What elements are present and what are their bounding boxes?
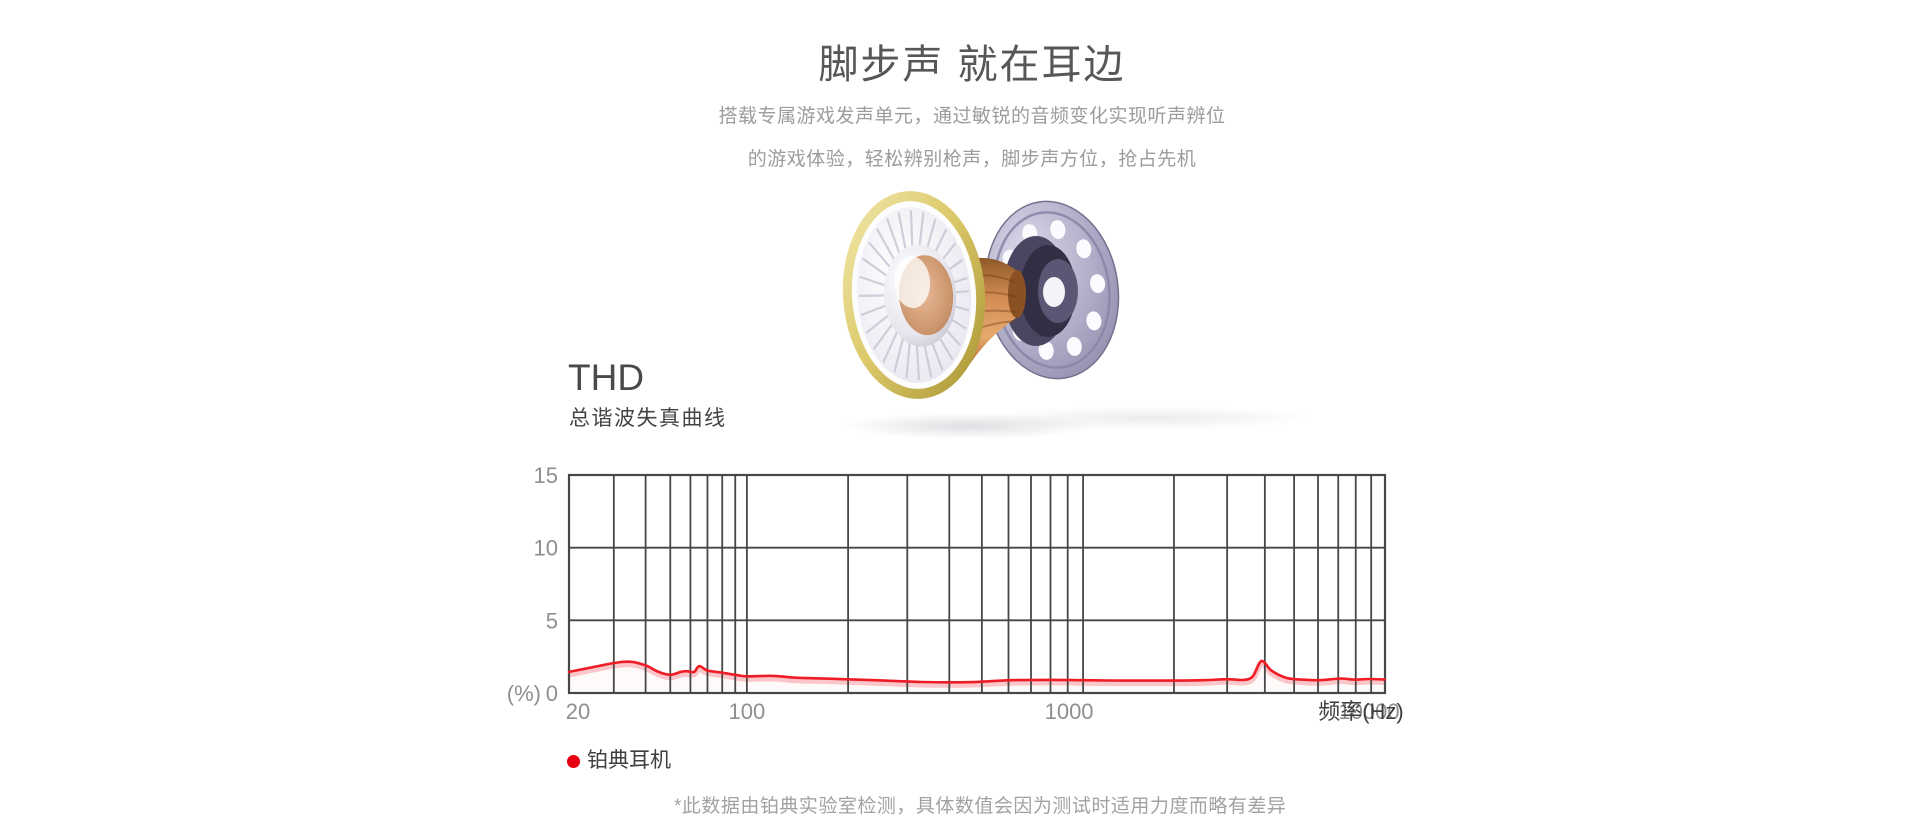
driver-magnet: [1003, 236, 1078, 346]
y-axis-unit: (%): [507, 681, 541, 706]
page-title: 脚步声 就在耳边: [818, 43, 1126, 87]
svg-text:10000: 10000: [1338, 699, 1399, 724]
svg-text:0: 0: [546, 681, 558, 706]
legend-marker-icon: [567, 754, 580, 768]
driver-shadow: [985, 406, 1315, 430]
svg-text:10: 10: [534, 536, 558, 561]
thd-subheading: 总谐波失真曲线: [569, 407, 727, 430]
speaker-driver-image: [842, 191, 1315, 439]
thd-chart: 0 5 10 15 (%) 20 100 1000 10000 频率(Hz): [440, 455, 1460, 755]
chart-legend: 铂典耳机: [567, 749, 671, 773]
thd-curve: [567, 659, 1387, 684]
svg-text:100: 100: [729, 699, 766, 724]
svg-text:15: 15: [534, 463, 558, 488]
x-axis-title: 频率(Hz): [1318, 699, 1404, 724]
grid-lines: [567, 473, 1387, 695]
legend-label: 铂典耳机: [587, 749, 671, 772]
svg-text:5: 5: [546, 608, 558, 633]
svg-text:1000: 1000: [1045, 699, 1094, 724]
svg-text:20: 20: [566, 699, 590, 724]
y-tick-labels: 0 5 10 15 (%): [507, 463, 558, 706]
subtitle-line-2: 的游戏体验，轻松辨别枪声，脚步声方位，抢占先机: [747, 149, 1197, 170]
chart-footnote: *此数据由铂典实验室检测，具体数值会因为测试时适用力度而略有差异: [674, 796, 1287, 817]
thd-area-fill: [568, 660, 1386, 693]
subtitle-line-1: 搭载专属游戏发声单元，通过敏锐的音频变化实现听声辨位: [718, 106, 1226, 127]
thd-heading: THD: [568, 357, 645, 398]
driver-diaphragm: [842, 191, 986, 399]
